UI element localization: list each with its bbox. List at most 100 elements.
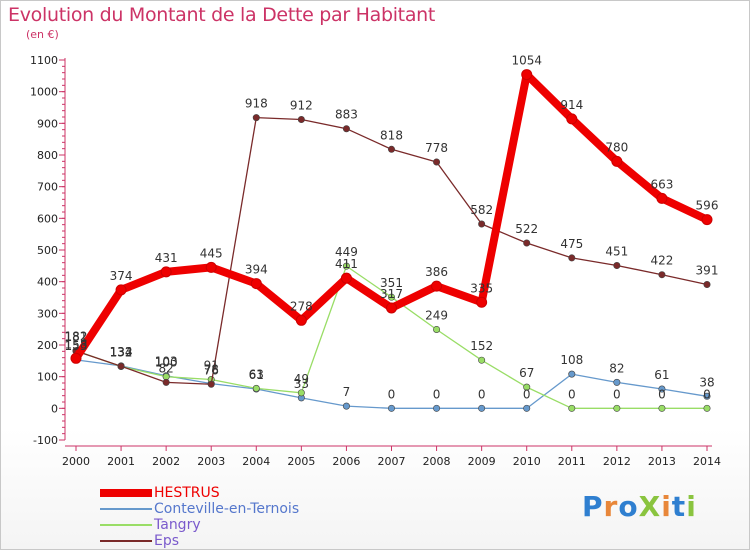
data-point xyxy=(521,69,533,81)
data-label: 67 xyxy=(519,366,534,380)
y-tick-label: 1000 xyxy=(30,86,58,99)
logo-letter: P xyxy=(582,490,604,523)
data-point xyxy=(523,383,531,391)
data-point xyxy=(478,404,486,412)
data-point xyxy=(613,262,621,270)
x-tick-label: 2012 xyxy=(603,455,631,468)
data-label: 133 xyxy=(110,345,133,359)
data-label: 278 xyxy=(290,299,313,313)
data-label: 445 xyxy=(200,246,223,260)
data-label: 38 xyxy=(699,375,714,389)
data-point xyxy=(252,114,260,122)
data-point xyxy=(433,325,441,333)
data-point xyxy=(613,404,621,412)
data-point xyxy=(523,239,531,247)
y-tick-label: 700 xyxy=(37,181,58,194)
series-line-hestrus xyxy=(72,70,711,363)
data-label: 386 xyxy=(425,265,448,279)
x-tick-label: 2000 xyxy=(62,455,90,468)
data-point xyxy=(433,158,441,166)
legend-label: HESTRUS xyxy=(154,485,220,501)
data-label: 82 xyxy=(159,361,174,375)
logo-letter: t xyxy=(671,490,687,523)
data-point xyxy=(613,378,621,386)
data-point xyxy=(476,296,488,308)
data-point xyxy=(478,356,486,364)
data-label: 0 xyxy=(613,387,621,401)
data-point xyxy=(250,278,262,290)
data-point xyxy=(568,404,576,412)
x-tick-label: 2005 xyxy=(287,455,315,468)
data-label: 76 xyxy=(204,363,219,377)
data-point xyxy=(701,214,713,226)
data-label: 0 xyxy=(703,387,711,401)
data-label: 475 xyxy=(560,237,583,251)
data-label: 91 xyxy=(204,359,219,373)
data-point xyxy=(656,192,668,204)
chart-title: Evolution du Montant de la Dette par Hab… xyxy=(8,4,436,26)
logo-letter: r xyxy=(603,490,619,523)
y-tick-label: 0 xyxy=(51,402,58,415)
data-label: 158 xyxy=(65,337,88,351)
data-point xyxy=(207,380,215,388)
data-label: 181 xyxy=(65,330,88,344)
data-point xyxy=(703,404,711,412)
data-label: 422 xyxy=(650,254,673,268)
data-label: 49 xyxy=(294,372,309,386)
data-label: 374 xyxy=(110,269,133,283)
data-label: 780 xyxy=(605,140,628,154)
x-tick-label: 2001 xyxy=(107,455,135,468)
legend-label: Tangry xyxy=(154,517,201,533)
data-label: 182 xyxy=(65,330,88,344)
data-point xyxy=(433,404,441,412)
y-tick-label: 500 xyxy=(37,244,58,257)
data-point xyxy=(162,378,170,386)
data-label: 33 xyxy=(294,377,309,391)
data-label: 0 xyxy=(658,387,666,401)
data-label: 108 xyxy=(560,353,583,367)
data-label: 103 xyxy=(155,355,178,369)
data-label: 663 xyxy=(650,177,673,191)
logo-letter: i xyxy=(661,490,672,523)
data-label: 914 xyxy=(560,98,583,112)
data-point xyxy=(205,261,217,273)
data-point xyxy=(252,384,260,392)
data-label: 912 xyxy=(290,99,313,113)
data-label: 411 xyxy=(335,257,358,271)
y-tick-label: 1100 xyxy=(30,54,58,67)
data-point xyxy=(387,293,395,301)
legend-label: Conteville-en-Ternois xyxy=(154,501,300,517)
data-label: 0 xyxy=(433,387,441,401)
logo-letter: X xyxy=(638,490,662,523)
data-point xyxy=(566,113,578,125)
x-tick-label: 2010 xyxy=(513,455,541,468)
x-tick-label: 2003 xyxy=(197,455,225,468)
data-point xyxy=(70,352,82,364)
x-tick-label: 2011 xyxy=(558,455,586,468)
data-label: 132 xyxy=(110,346,133,360)
data-point xyxy=(295,314,307,326)
data-label: 818 xyxy=(380,128,403,142)
data-point xyxy=(160,266,172,278)
data-label: 391 xyxy=(696,264,719,278)
data-label: 61 xyxy=(249,368,264,382)
data-point xyxy=(703,281,711,289)
x-tick-label: 2013 xyxy=(648,455,676,468)
legend-swatch xyxy=(100,489,152,497)
data-label: 153 xyxy=(65,339,88,353)
data-point xyxy=(431,280,443,292)
proxiti-logo: ProXiti xyxy=(582,490,697,523)
data-point xyxy=(703,392,711,400)
data-label: 100 xyxy=(155,356,178,370)
data-label: 431 xyxy=(155,251,178,265)
data-label: 0 xyxy=(388,387,396,401)
data-label: 61 xyxy=(654,368,669,382)
data-point xyxy=(117,362,125,370)
legend-swatch xyxy=(100,540,152,542)
data-point xyxy=(611,155,623,167)
data-label: 249 xyxy=(425,308,448,322)
y-tick-label: 200 xyxy=(37,339,58,352)
data-label: 335 xyxy=(470,281,493,295)
